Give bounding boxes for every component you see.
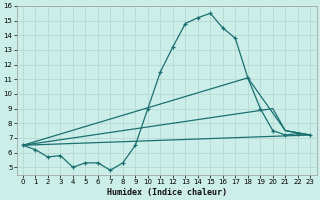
X-axis label: Humidex (Indice chaleur): Humidex (Indice chaleur) bbox=[107, 188, 227, 197]
